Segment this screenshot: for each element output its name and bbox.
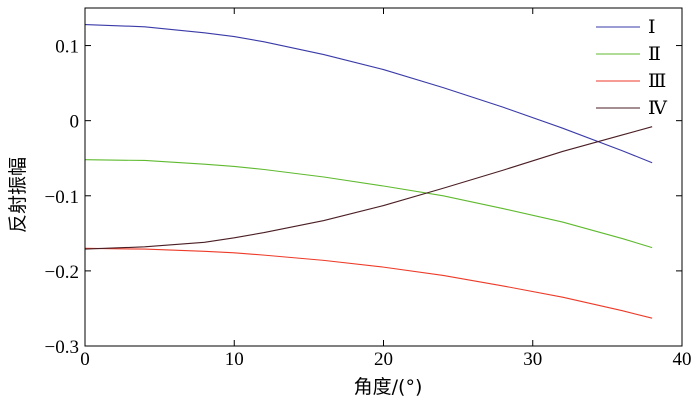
y-axis-title: 反射振幅 <box>7 157 29 233</box>
y-tick-label: −0.2 <box>45 262 79 283</box>
x-tick-label: 0 <box>80 349 90 370</box>
series-line-4 <box>84 126 653 250</box>
series-line-3 <box>84 247 653 319</box>
series-layer <box>84 23 653 319</box>
legend-label-1: Ⅰ <box>648 17 656 38</box>
x-axis-title: 角度/(°) <box>354 376 423 398</box>
y-tick-label: 0.1 <box>55 37 79 58</box>
legend: Ⅰ Ⅱ Ⅲ Ⅳ <box>596 17 668 119</box>
y-tick-label: −0.3 <box>45 337 79 358</box>
legend-label-3: Ⅲ <box>648 71 666 92</box>
x-tick-label: 20 <box>374 349 393 370</box>
x-tick-label: 10 <box>225 349 244 370</box>
plot-frame <box>84 7 683 347</box>
ticks-layer: 0 10 20 30 40 0.1 0 −0.1 −0.2 −0.3 <box>45 8 692 370</box>
axes-layer <box>84 7 683 347</box>
series-line-2 <box>84 159 653 249</box>
series-line-1 <box>84 23 653 164</box>
y-tick-label: 0 <box>70 112 80 133</box>
x-tick-label: 30 <box>523 349 542 370</box>
y-tick-label: −0.1 <box>45 187 79 208</box>
legend-label-2: Ⅱ <box>648 44 661 65</box>
x-tick-label: 40 <box>673 349 692 370</box>
legend-label-4: Ⅳ <box>648 98 668 119</box>
